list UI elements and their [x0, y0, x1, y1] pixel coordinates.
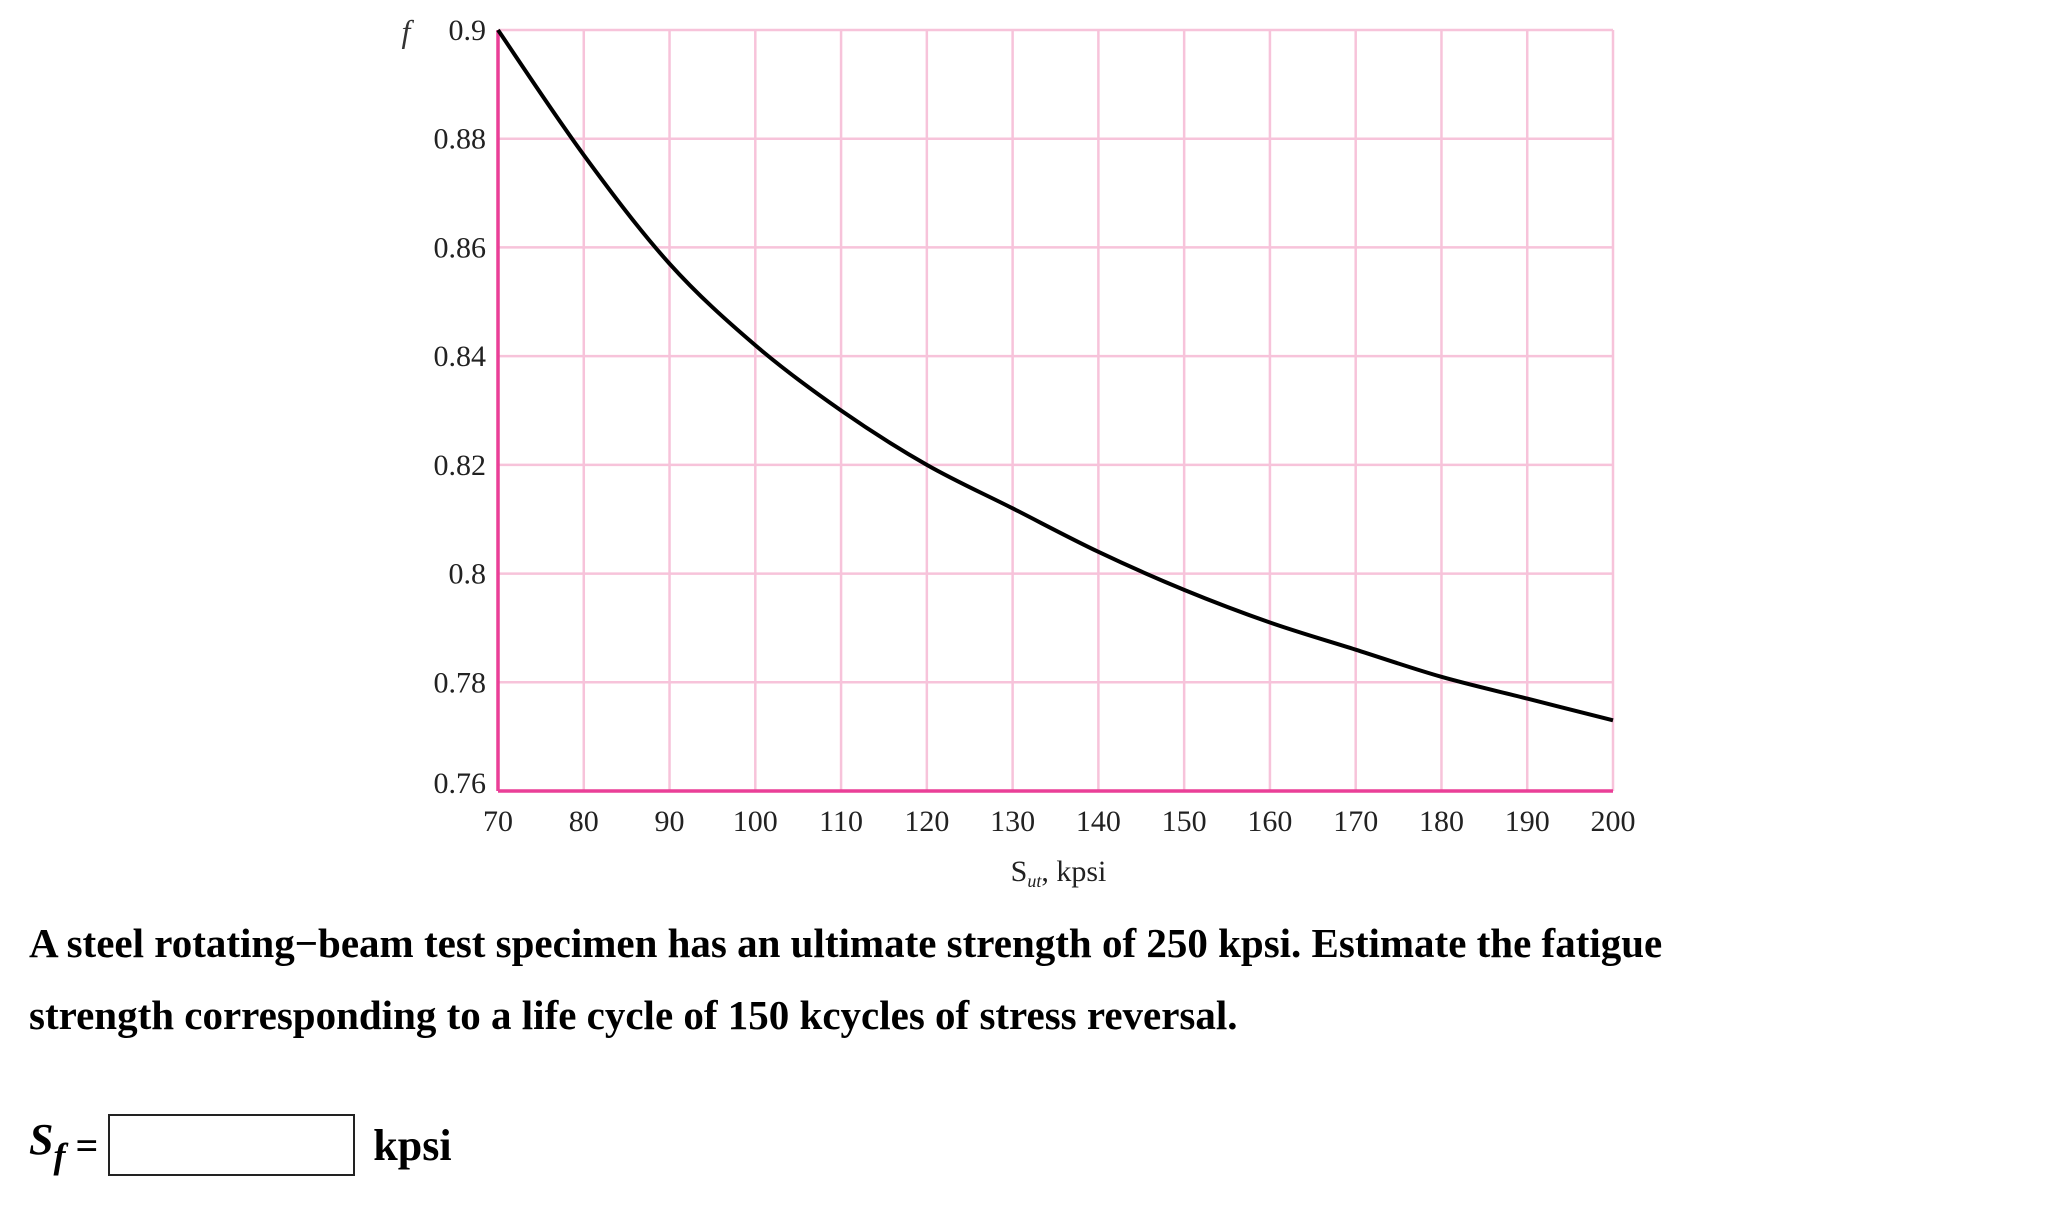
y-tick-label: 0.78	[434, 666, 487, 699]
y-tick-label: 0.84	[434, 340, 487, 373]
x-tick-label: 130	[990, 805, 1035, 838]
x-tick-label: 90	[655, 805, 685, 838]
y-tick-label: 0.8	[449, 558, 487, 591]
x-tick-label: 110	[819, 805, 863, 838]
y-tick-label: 0.82	[434, 449, 487, 482]
answer-symbol-letter: S	[29, 1114, 54, 1164]
x-tick-label: 200	[1591, 805, 1636, 838]
x-tick-label: 190	[1505, 805, 1550, 838]
question-line-1: A steel rotating−beam test specimen has …	[29, 920, 1663, 966]
x-tick-label: 80	[569, 805, 599, 838]
x-tick-label: 140	[1076, 805, 1121, 838]
x-tick-label: 180	[1419, 805, 1464, 838]
y-axis-label: f	[402, 13, 415, 49]
y-tick-label: 0.9	[449, 14, 487, 47]
answer-symbol: Sf	[29, 1114, 65, 1177]
x-tick-label: 160	[1247, 805, 1292, 838]
x-tick-label: 120	[904, 805, 949, 838]
equals-sign: =	[75, 1122, 99, 1168]
x-tick-label: 170	[1333, 805, 1378, 838]
answer-row: Sf = kpsi	[29, 1105, 452, 1185]
x-tick-label: 70	[483, 805, 513, 838]
x-axis-label: Sut, kpsi	[1011, 855, 1107, 891]
fatigue-strength-input[interactable]	[108, 1114, 356, 1176]
question-line-2: strength corresponding to a life cycle o…	[29, 992, 1238, 1038]
y-tick-label: 0.88	[434, 123, 487, 156]
fatigue-strength-fraction-chart: 70 80 90 100 110 120 130 140 150 160 170 180 190 200 0…	[402, 13, 1636, 891]
answer-subscript: f	[53, 1135, 66, 1176]
answer-unit: kpsi	[373, 1120, 452, 1170]
x-tick-label: 150	[1162, 805, 1207, 838]
y-tick-label: 0.86	[434, 231, 487, 264]
x-tick-label: 100	[733, 805, 778, 838]
y-tick-label: 0.76	[434, 767, 487, 800]
fatigue-curve	[496, 28, 1614, 723]
